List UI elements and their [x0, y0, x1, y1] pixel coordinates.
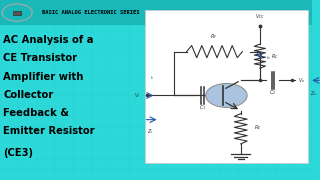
Text: $I_i$: $I_i$: [150, 74, 155, 82]
Text: (CE3): (CE3): [3, 148, 33, 158]
FancyBboxPatch shape: [145, 10, 308, 163]
Text: AC Analysis of a: AC Analysis of a: [3, 35, 94, 45]
Circle shape: [206, 84, 247, 107]
Text: $Z_i$: $Z_i$: [147, 127, 153, 136]
Bar: [13, 11, 20, 15]
Text: CE Transistor: CE Transistor: [3, 53, 77, 63]
Text: Collector: Collector: [3, 90, 53, 100]
Text: $R_E$: $R_E$: [253, 123, 261, 132]
Text: $C_1$: $C_1$: [199, 103, 206, 112]
Text: $R_F$: $R_F$: [210, 32, 217, 41]
Text: BASIC ANALOG ELECTRONIC SERIES: BASIC ANALOG ELECTRONIC SERIES: [42, 10, 140, 15]
Text: $I_o$: $I_o$: [266, 55, 271, 62]
Text: $V_i$: $V_i$: [134, 91, 140, 100]
Text: Emitter Resistor: Emitter Resistor: [3, 126, 95, 136]
Text: $V_o$: $V_o$: [298, 76, 305, 85]
Circle shape: [2, 4, 32, 21]
Text: $C_2$: $C_2$: [269, 88, 276, 97]
Text: $V_{CC}$: $V_{CC}$: [255, 12, 265, 21]
Text: Feedback &: Feedback &: [3, 108, 69, 118]
Text: $Z_o$: $Z_o$: [310, 89, 318, 98]
Text: Amplifier with: Amplifier with: [3, 72, 84, 82]
FancyBboxPatch shape: [0, 0, 312, 25]
Text: $R_C$: $R_C$: [271, 52, 279, 61]
